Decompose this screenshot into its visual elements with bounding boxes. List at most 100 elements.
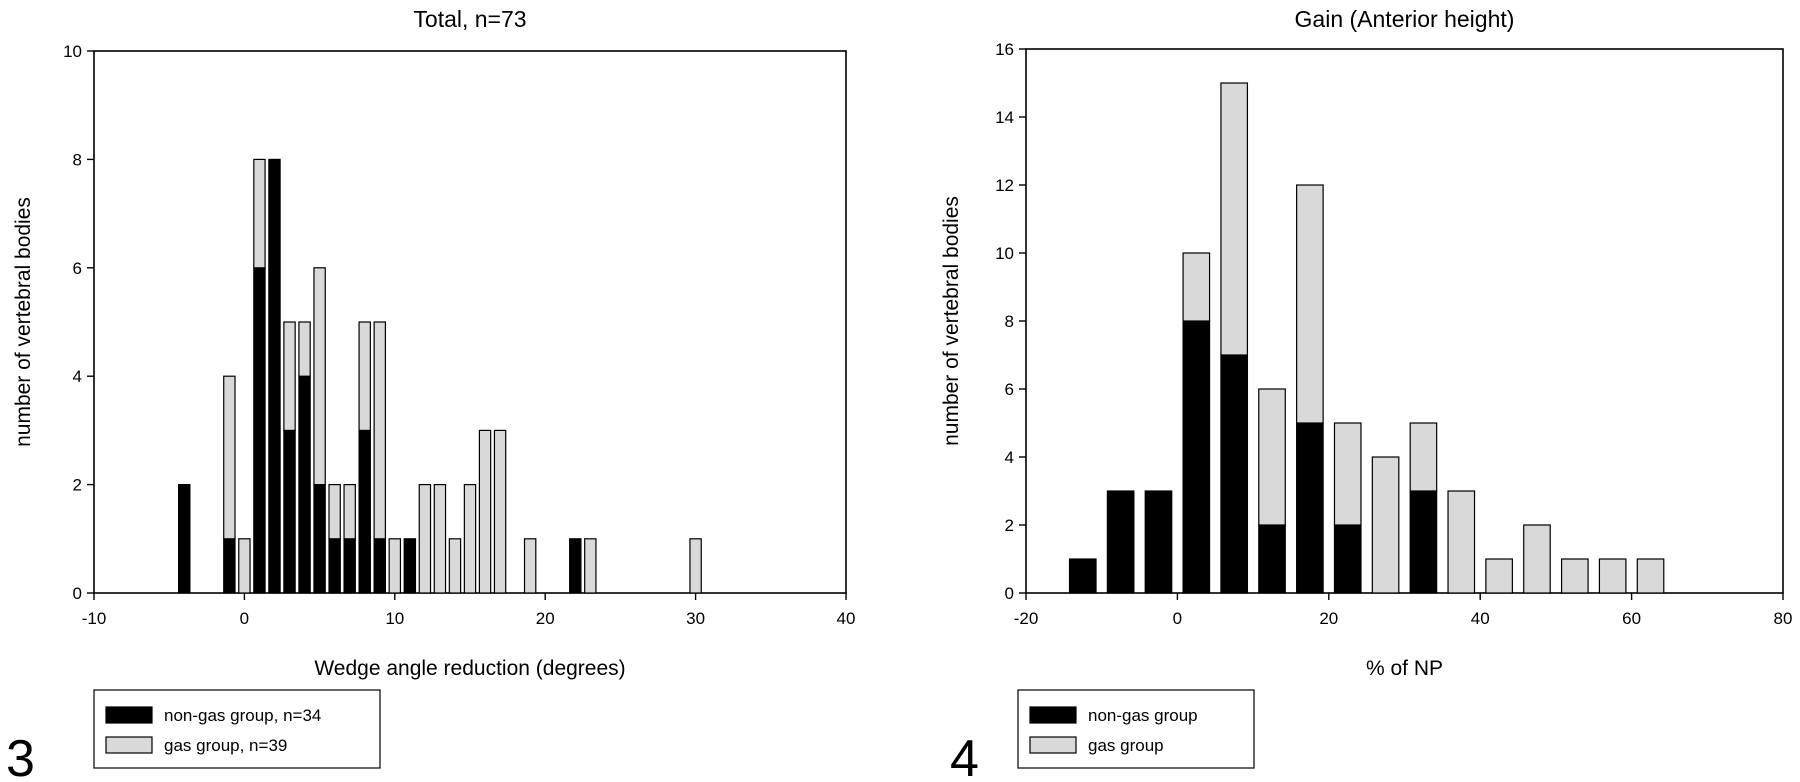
legend-swatch (105, 706, 153, 724)
bar-non-gas-x17.5 (1296, 422, 1324, 594)
bar-non-gas-x2 (268, 158, 281, 594)
x-tick-label: -10 (82, 609, 107, 628)
y-tick-label: 0 (1005, 584, 1014, 603)
y-tick-label: 0 (73, 584, 82, 603)
y-tick-label: 4 (73, 367, 82, 386)
y-axis-label: number of vertebral bodies (12, 197, 35, 447)
y-tick-label: 14 (995, 108, 1014, 127)
bar-non-gas-x32.5 (1409, 490, 1438, 594)
bar-gas-x52.5 (1560, 558, 1589, 594)
bar-non-gas-x11 (403, 538, 417, 594)
bar-non-gas-x5 (313, 484, 326, 594)
x-tick-label: 60 (1622, 609, 1641, 628)
bar-gas-x17 (493, 429, 507, 594)
x-tick-label: 20 (536, 609, 555, 628)
legend-swatch (1029, 736, 1077, 754)
legend-box (1017, 689, 1255, 769)
legend: non-gas group gas group (1017, 689, 1255, 769)
bar-non-gas-x-12.5 (1068, 558, 1097, 594)
legend-swatch (1029, 706, 1077, 724)
bar-gas-x14 (448, 538, 462, 594)
bar-non-gas-x-7.5 (1106, 490, 1135, 594)
y-tick-label: 12 (995, 176, 1014, 195)
bar-non-gas-x22 (569, 538, 582, 594)
y-tick-label: 8 (1005, 312, 1014, 331)
x-axis-label: % of NP (1366, 657, 1443, 680)
bar-gas-x47.5 (1523, 524, 1551, 594)
y-tick-label: 2 (73, 476, 82, 495)
bar-gas-x5 (313, 267, 326, 486)
legend-label: gas group (1088, 736, 1164, 755)
chart-title: Gain (Anterior height) (1295, 6, 1515, 32)
bar-non-gas-x2.5 (1182, 320, 1211, 594)
y-tick-label: 16 (995, 40, 1014, 59)
x-tick-label: 0 (1173, 609, 1182, 628)
plot-area (1025, 48, 1784, 594)
y-axis-label: number of vertebral bodies (940, 196, 963, 446)
bar-gas-x30 (689, 538, 702, 594)
x-tick-label: 20 (1319, 609, 1338, 628)
bar-non-gas-x12.5 (1258, 524, 1286, 594)
bar-gas-x6 (328, 484, 341, 540)
legend-swatch (105, 736, 153, 754)
bar-gas-x16 (478, 429, 492, 594)
bar-gas-x4 (298, 321, 311, 377)
bar-non-gas-x9 (373, 538, 386, 594)
legend-box (93, 689, 381, 769)
figure-number: 4 (950, 730, 979, 782)
bar-non-gas-x8 (358, 429, 371, 594)
bar-gas-x13 (433, 484, 447, 594)
x-tick-label: 10 (385, 609, 404, 628)
bar-gas-x32.5 (1409, 422, 1438, 492)
bar-gas-x2.5 (1182, 252, 1211, 322)
bar-gas-x8 (358, 321, 371, 432)
legend-label: non-gas group, n=34 (164, 706, 321, 725)
legend-label: gas group, n=39 (164, 736, 287, 755)
chart-right: Gain (Anterior height)-20 0 20 40 60 80024681… (940, 6, 1792, 782)
bar-gas-x62.5 (1636, 558, 1665, 594)
y-tick-label: 10 (63, 42, 82, 61)
bar-non-gas-x4 (298, 375, 311, 594)
x-tick-label: -20 (1014, 609, 1039, 628)
bar-gas-x27.5 (1371, 456, 1400, 594)
y-tick-label: 4 (1005, 448, 1014, 467)
y-tick-label: 6 (1005, 380, 1014, 399)
bars (1068, 82, 1665, 594)
x-tick-label: 40 (1471, 609, 1490, 628)
bar-gas-x10 (388, 538, 402, 594)
bars (178, 158, 702, 594)
bar-non-gas-x-4 (178, 484, 191, 594)
x-tick-label: 0 (240, 609, 249, 628)
y-tick-label: 6 (73, 259, 82, 278)
x-tick-label: 30 (686, 609, 705, 628)
bar-gas-x0 (238, 538, 251, 594)
bar-gas-x1 (253, 158, 266, 269)
bar-gas-x9 (373, 321, 386, 540)
bar-gas-x22.5 (1333, 422, 1362, 526)
bar-gas-x23 (584, 538, 597, 594)
figure-number: 3 (6, 730, 35, 782)
bar-gas-x3 (283, 321, 296, 432)
y-tick-label: 8 (73, 150, 82, 169)
bar-gas-x12 (418, 484, 432, 594)
bar-non-gas-x-1 (223, 538, 236, 594)
bar-non-gas-x3 (283, 429, 296, 594)
bar-gas-x42.5 (1485, 558, 1513, 594)
bar-gas-x7.5 (1220, 82, 1249, 356)
bar-non-gas-x7 (343, 538, 356, 594)
bar-non-gas-x6 (328, 538, 341, 594)
legend: non-gas group, n=34 gas group, n=39 (93, 689, 381, 769)
bar-non-gas-x1 (253, 267, 266, 594)
y-tick-label: 10 (995, 244, 1014, 263)
x-axis-label: Wedge angle reduction (degrees) (314, 657, 625, 680)
y-tick-label: 2 (1005, 516, 1014, 535)
bar-gas-x19 (523, 538, 537, 594)
x-tick-label: 40 (837, 609, 856, 628)
bar-gas-x57.5 (1598, 558, 1627, 594)
bar-non-gas-x-2.5 (1144, 490, 1173, 594)
bar-gas-x-1 (223, 375, 236, 540)
bar-gas-x37.5 (1447, 490, 1476, 594)
bar-non-gas-x22.5 (1333, 524, 1362, 594)
